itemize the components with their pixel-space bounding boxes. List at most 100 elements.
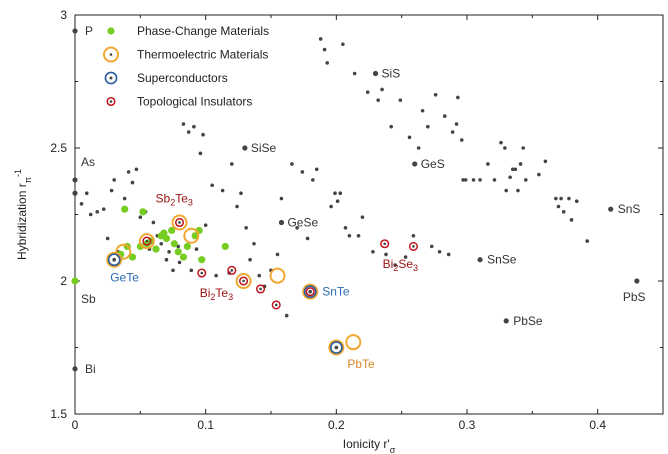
gray-point: [177, 260, 182, 265]
gray-point: [333, 191, 337, 196]
ti-point-center: [274, 303, 278, 307]
annotation-label: Bi: [85, 362, 96, 376]
y-tick-label: 1.5: [50, 407, 67, 421]
gray-point: [214, 273, 218, 278]
ti-point-center: [259, 287, 262, 291]
gray-point: [454, 122, 459, 126]
gray-point: [230, 162, 234, 166]
gray-point: [151, 220, 156, 225]
gray-point: [220, 188, 225, 193]
gray-point: [499, 140, 503, 145]
annotation-label: Bi2Te3: [200, 286, 233, 302]
topological-insulator-points: [142, 217, 418, 310]
point-annotations: P As Sb Bi SiS SiSe GeS GeSe SnSe PbSe SnS PbS GeTe S…: [81, 24, 646, 376]
legend-marker-sc: [104, 71, 118, 85]
y-axis-label: Hybridization rπ-1: [13, 169, 33, 260]
te-point: [171, 214, 188, 231]
gray-point: [112, 178, 116, 182]
pcm-point: [136, 242, 144, 251]
ti-point: [380, 239, 390, 249]
gray-point: [171, 268, 175, 273]
gray-point: [513, 167, 518, 172]
legend-label-pcm: Phase-Change Materials: [137, 24, 269, 38]
gray-point: [290, 162, 294, 166]
te-point: [138, 233, 155, 250]
gray-point: [284, 313, 289, 318]
pcm-point: [198, 256, 206, 264]
gray-point: [134, 167, 139, 172]
labeled-point: [608, 206, 614, 212]
phase-change-points: [71, 205, 229, 285]
gray-point: [181, 122, 186, 126]
gray-point: [314, 167, 319, 172]
legend-marker-ti: [106, 96, 116, 107]
gray-point: [356, 233, 361, 238]
ti-point-center: [200, 271, 204, 275]
pcm-point: [121, 205, 129, 213]
gray-point: [210, 183, 214, 188]
gray-point: [492, 178, 497, 182]
x-tick-label: 0.3: [459, 418, 476, 432]
te-point: [183, 227, 200, 244]
gray-point: [516, 188, 520, 193]
labeled-point: [72, 177, 78, 183]
gray-point: [446, 252, 451, 257]
ti-point: [174, 217, 185, 228]
ti-point-center: [383, 242, 386, 246]
gray-point: [248, 257, 252, 262]
x-tick-label: 0.2: [328, 418, 345, 432]
gray-point: [503, 146, 507, 150]
gray-point: [130, 180, 135, 185]
gray-point: [203, 223, 208, 227]
te-point: [328, 339, 345, 356]
gray-point: [79, 202, 84, 206]
gray-point: [186, 130, 191, 134]
gray-point: [105, 236, 110, 241]
annotation-label: P: [85, 24, 93, 38]
ti-point: [305, 287, 315, 297]
x-axis-ticks: 0 0.1 0.2 0.3 0.4: [72, 15, 664, 432]
gray-point: [456, 95, 460, 100]
annotation-label: Sb: [81, 292, 96, 306]
gray-point: [239, 191, 243, 196]
ti-point-center: [412, 245, 415, 248]
labeled-point: [412, 161, 418, 167]
gray-point: [325, 61, 329, 65]
annotation-label: PbS: [623, 290, 646, 304]
gray-point: [537, 172, 541, 177]
ti-point: [197, 268, 207, 278]
labeled-point: [278, 219, 285, 226]
ti-point: [255, 284, 266, 294]
gray-point: [561, 210, 566, 214]
gray-point: [338, 191, 343, 196]
te-point: [345, 334, 362, 351]
annotation-label: PbTe: [347, 357, 375, 371]
legend-marker-pcm: [107, 27, 115, 35]
ti-point-center: [308, 290, 312, 293]
gray-point: [380, 87, 384, 92]
sc-point-center: [334, 345, 339, 350]
pcm-point: [168, 226, 176, 235]
gray-point: [365, 90, 370, 94]
pcm-point: [179, 253, 188, 261]
gray-point: [429, 244, 434, 249]
gray-point: [569, 218, 574, 222]
gray-point: [109, 188, 114, 193]
pcm-point: [128, 253, 137, 261]
gray-point: [393, 263, 397, 267]
gray-point: [101, 207, 106, 211]
te-point: [302, 283, 319, 300]
te-point: [106, 251, 123, 268]
gray-point: [194, 247, 199, 251]
gray-point: [585, 239, 590, 243]
gray-point: [376, 98, 380, 102]
legend-marker-te-center: [109, 53, 113, 56]
gray-point: [122, 196, 127, 201]
pcm-point: [170, 240, 178, 248]
gray-point: [486, 162, 490, 166]
legend-label-te: Thermoelectric Materials: [137, 48, 268, 62]
gray-point: [559, 196, 563, 201]
annotation-label: PbSe: [513, 314, 543, 328]
ti-point: [142, 236, 152, 246]
